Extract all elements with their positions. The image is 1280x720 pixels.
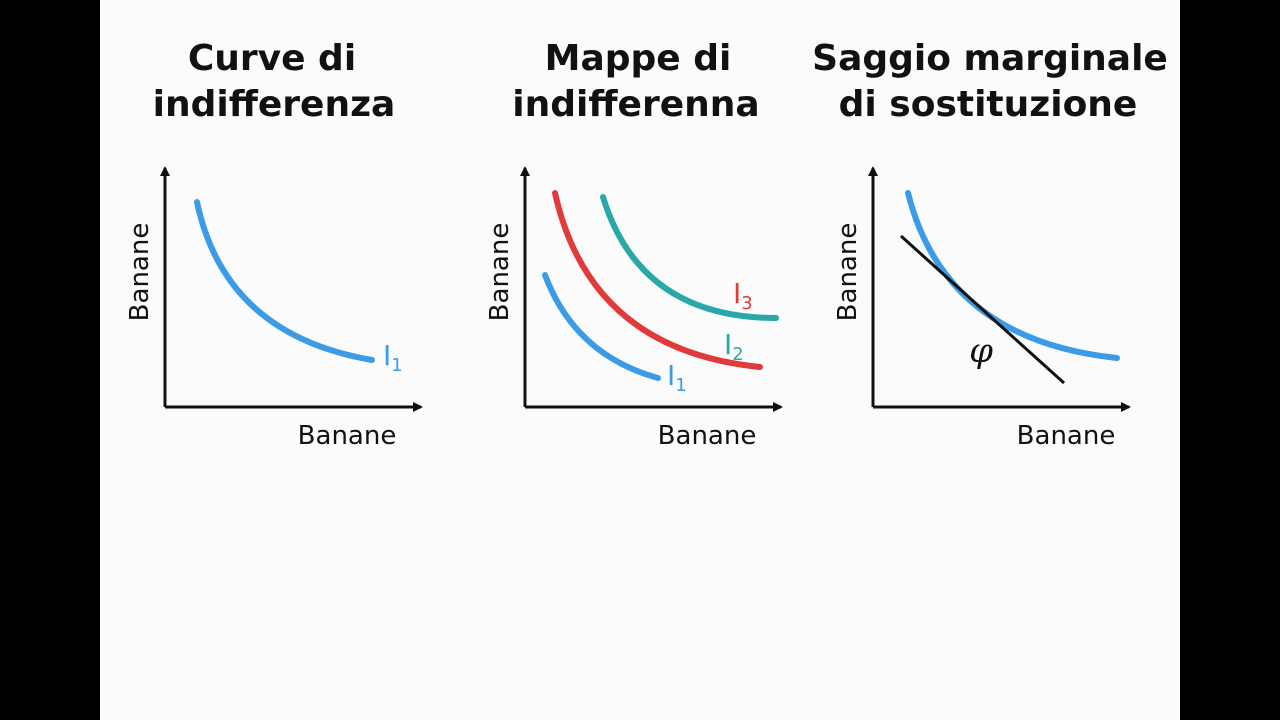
slide-background xyxy=(100,0,1180,720)
curve-subscript: 3 xyxy=(741,293,752,314)
curve-subscript: 1 xyxy=(391,355,402,376)
x-axis-label: Banane xyxy=(298,421,397,451)
panel-title: Mappe di xyxy=(545,38,732,79)
curve-letter: I xyxy=(667,359,675,392)
curve-subscript: 1 xyxy=(675,375,686,396)
indifference-curve xyxy=(552,190,763,370)
angle-label: φ xyxy=(969,331,993,371)
tangent-line xyxy=(899,234,1066,385)
curve-letter: I xyxy=(724,328,732,361)
panel: Saggio marginale di sostituzione Banane … xyxy=(812,38,1168,451)
x-axis-label: Banane xyxy=(1017,421,1116,451)
curve-label: I2 xyxy=(724,328,744,365)
y-axis-label: Banane xyxy=(485,223,515,322)
curve-letter: I xyxy=(383,339,391,372)
y-axis-label: Banane xyxy=(833,223,863,322)
panel-title: indifferenza xyxy=(153,84,396,125)
panel-title: Saggio marginale xyxy=(812,38,1168,79)
y-axis-label: Banane xyxy=(125,223,155,322)
indifference-curve xyxy=(600,194,779,321)
curve-label: I3 xyxy=(733,277,753,314)
panel: Mappe di indifferenna Banane Banane I3 I… xyxy=(485,38,783,451)
indifference-curve xyxy=(542,272,661,381)
curve-letter: I xyxy=(733,277,741,310)
panel-title: indifferenna xyxy=(512,84,759,125)
x-axis-label: Banane xyxy=(658,421,757,451)
curve-label: I1 xyxy=(383,339,403,376)
panel-title: Curve di xyxy=(188,38,356,79)
indifference-curve xyxy=(194,199,375,363)
curve-subscript: 2 xyxy=(732,344,743,365)
curve-label: I1 xyxy=(667,359,687,396)
panel: Curve di indifferenza Banane Banane I1 xyxy=(125,38,423,451)
panel-title: di sostituzione xyxy=(839,84,1138,125)
